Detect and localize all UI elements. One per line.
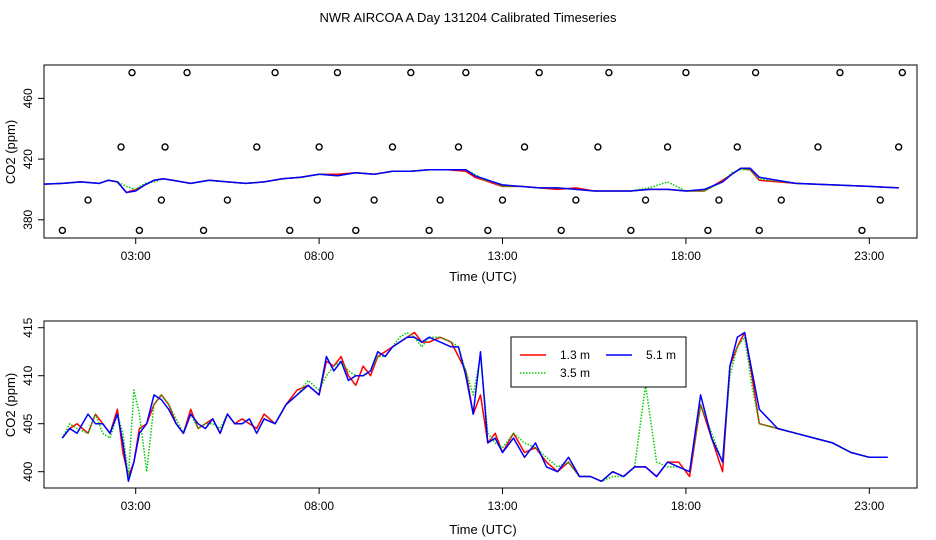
- data-point: [751, 68, 760, 77]
- legend-label-5-1m: 5.1 m: [646, 348, 676, 362]
- x-axis: 03:00 08:00 13:00 18:00 23:00: [121, 238, 885, 263]
- data-point: [407, 68, 415, 77]
- data-point: [315, 143, 323, 151]
- data-point: [641, 196, 650, 204]
- data-point: [572, 196, 580, 204]
- data-point: [135, 226, 144, 235]
- x-tick-label: 18:00: [671, 249, 701, 263]
- data-point: [876, 196, 885, 204]
- data-point: [814, 143, 822, 151]
- data-point: [836, 68, 844, 77]
- data-point: [454, 143, 463, 151]
- x-tick-label: 03:00: [121, 499, 151, 513]
- y-tick-label: 415: [21, 317, 35, 337]
- legend-label-3-5m: 3.5 m: [560, 366, 590, 380]
- legend: 1.3 m 3.5 m 5.1 m: [510, 336, 687, 388]
- data-point: [157, 196, 166, 204]
- series-lines: [61, 331, 888, 483]
- x-tick-label: 18:00: [671, 499, 701, 513]
- series-line-1-3-m: [61, 331, 888, 483]
- data-point: [535, 68, 543, 77]
- series-lines: [43, 167, 899, 194]
- y-axis-label: CO2 (ppm): [3, 373, 18, 437]
- sample-points: [58, 68, 907, 235]
- data-point: [520, 143, 529, 151]
- data-point: [462, 68, 470, 77]
- x-tick-label: 13:00: [487, 249, 517, 263]
- bottom-panel: 03:00 08:00 13:00 18:00 23:00 400 405 410 415 T…: [3, 317, 918, 537]
- x-tick-label: 23:00: [854, 499, 884, 513]
- data-point: [894, 143, 903, 151]
- x-tick-label: 23:00: [854, 249, 884, 263]
- data-point: [682, 68, 690, 77]
- data-point: [627, 226, 635, 235]
- y-tick-label: 400: [21, 461, 35, 481]
- data-point: [898, 68, 907, 77]
- series-line-5-1-m: [43, 167, 899, 194]
- x-axis-label: Time (UTC): [449, 269, 516, 284]
- x-axis-label: Time (UTC): [449, 522, 516, 537]
- data-point: [183, 68, 191, 77]
- y-tick-label: 460: [21, 88, 35, 108]
- data-point: [199, 226, 208, 235]
- data-point: [557, 226, 565, 235]
- top-panel: 03:00 08:00 13:00 18:00 23:00 380 420 460 Time…: [3, 64, 918, 284]
- data-point: [352, 226, 360, 235]
- legend-box: [510, 336, 687, 388]
- data-point: [484, 226, 492, 235]
- y-tick-label: 380: [21, 209, 35, 229]
- data-point: [498, 196, 507, 204]
- data-point: [313, 196, 321, 204]
- y-tick-label: 420: [21, 149, 35, 169]
- data-point: [755, 226, 763, 235]
- data-point: [425, 226, 433, 235]
- x-axis: 03:00 08:00 13:00 18:00 23:00: [121, 488, 885, 513]
- y-axis: 400 405 410 415: [21, 317, 44, 482]
- data-point: [858, 226, 866, 235]
- data-point: [223, 196, 232, 204]
- top-plot-frame: [43, 64, 918, 239]
- y-axis-label: CO2 (ppm): [3, 120, 18, 184]
- x-tick-label: 08:00: [304, 499, 334, 513]
- data-point: [777, 196, 785, 204]
- data-point: [388, 143, 397, 151]
- x-tick-label: 03:00: [121, 249, 151, 263]
- data-point: [286, 226, 294, 235]
- figure-title: NWR AIRCOA A Day 131204 Calibrated Times…: [320, 10, 617, 25]
- data-point: [733, 143, 741, 151]
- data-point: [128, 68, 136, 77]
- data-point: [253, 143, 261, 151]
- y-axis: 380 420 460: [21, 88, 44, 230]
- x-tick-label: 13:00: [487, 499, 517, 513]
- data-point: [84, 196, 92, 204]
- series-line-3-5-m: [61, 331, 888, 483]
- data-point: [704, 226, 712, 235]
- data-point: [605, 68, 613, 77]
- series-line-5-1-m: [61, 331, 888, 483]
- data-point: [117, 143, 125, 151]
- data-point: [58, 226, 67, 235]
- data-point: [370, 196, 378, 204]
- legend-label-1-3m: 1.3 m: [560, 348, 590, 362]
- data-point: [663, 143, 672, 151]
- x-tick-label: 08:00: [304, 249, 334, 263]
- data-point: [436, 196, 444, 204]
- data-point: [161, 143, 169, 151]
- bottom-plot-frame: [43, 320, 918, 489]
- data-point: [333, 68, 342, 77]
- data-point: [594, 143, 602, 151]
- y-tick-label: 410: [21, 365, 35, 385]
- y-tick-label: 405: [21, 413, 35, 433]
- data-point: [715, 196, 723, 204]
- data-point: [271, 68, 279, 77]
